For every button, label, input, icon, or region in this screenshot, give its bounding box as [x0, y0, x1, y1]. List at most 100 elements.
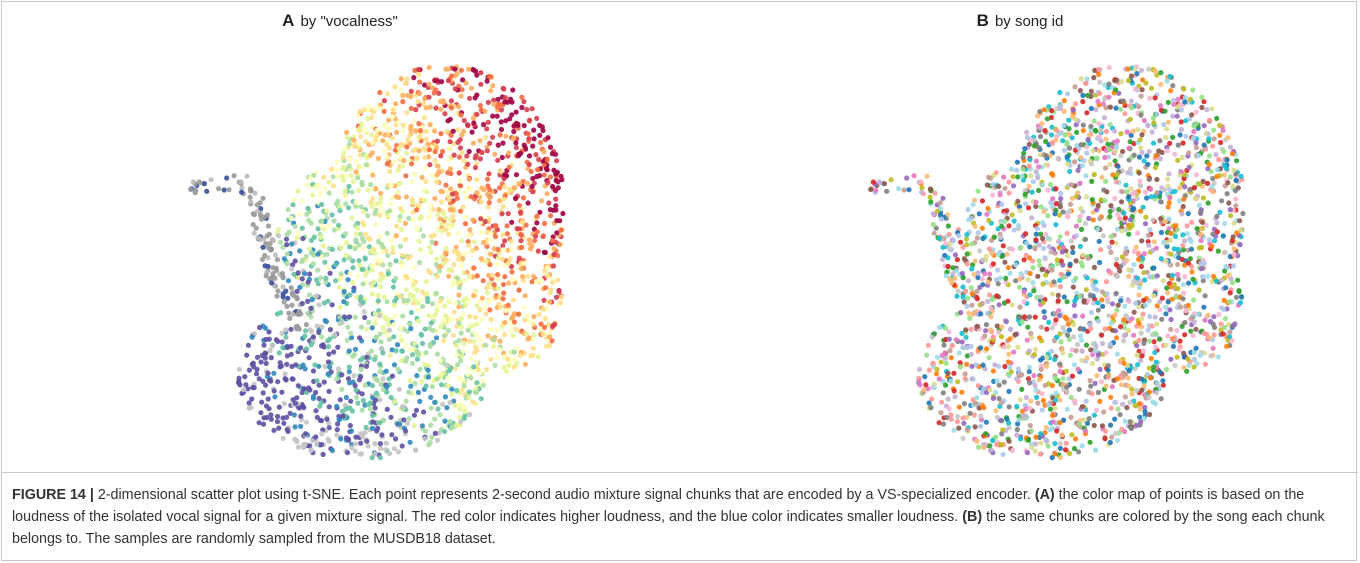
scatter-dot [508, 246, 515, 252]
scatter-dot [1114, 437, 1120, 443]
scatter-dot [427, 439, 433, 446]
scatter-dot [284, 303, 290, 309]
scatter-dot [1122, 111, 1128, 117]
scatter-dot [341, 257, 347, 263]
scatter-dot [399, 348, 405, 354]
scatter-dot [1048, 182, 1054, 188]
scatter-dot [381, 417, 387, 423]
scatter-dot [1224, 343, 1230, 349]
scatter-dot [960, 435, 966, 441]
scatter-dot [354, 294, 360, 300]
scatter-dot [326, 438, 332, 444]
scatter-dot [295, 270, 301, 276]
scatter-dot [1070, 244, 1076, 251]
scatter-dot [392, 313, 398, 319]
scatter-dot [434, 256, 440, 262]
scatter-dot [1067, 201, 1074, 207]
scatter-dot [1103, 383, 1109, 389]
scatter-dot [448, 73, 455, 79]
scatter-dot [985, 279, 991, 285]
scatter-dot [294, 323, 301, 329]
scatter-dot [499, 256, 505, 262]
scatter-dot [484, 290, 491, 296]
scatter-dot [500, 243, 506, 249]
scatter-dot [363, 231, 369, 237]
scatter-dot [1097, 398, 1103, 404]
scatter-dot [1204, 180, 1211, 186]
scatter-dot [989, 250, 995, 256]
scatter-dot [290, 376, 296, 382]
scatter-dot [1088, 347, 1094, 353]
scatter-dot [1200, 278, 1206, 284]
scatter-dot [1167, 237, 1173, 243]
scatter-dot [986, 217, 992, 223]
scatter-dot [1131, 152, 1137, 158]
scatter-dot [556, 288, 562, 295]
scatter-dot [1142, 221, 1149, 227]
scatter-dot [896, 186, 902, 192]
scatter-dot [279, 270, 285, 277]
scatter-dot [1050, 172, 1056, 178]
scatter-dot [558, 173, 564, 179]
scatter-dot [1154, 321, 1160, 327]
scatter-dot [405, 297, 411, 303]
scatter-dot [1206, 153, 1213, 159]
scatter-dot [322, 259, 328, 265]
scatter-dot [1004, 251, 1010, 257]
scatter-dot [432, 78, 438, 84]
scatter-dot [1069, 432, 1075, 438]
scatter-dot [1205, 312, 1211, 318]
scatter-dot [1073, 223, 1080, 229]
scatter-dot [422, 428, 429, 434]
scatter-dot [1109, 301, 1116, 307]
scatter-dot [411, 118, 417, 124]
scatter-dot [1211, 314, 1217, 320]
scatter-dot [402, 220, 408, 226]
scatter-dot [389, 347, 395, 353]
scatter-dot [1148, 85, 1155, 91]
scatter-dot [466, 148, 472, 155]
scatter-dot [1044, 326, 1050, 332]
scatter-dot [299, 389, 305, 396]
scatter-dot [483, 304, 489, 310]
scatter-dot [1035, 175, 1041, 181]
scatter-dot [1237, 300, 1244, 306]
scatter-dot [266, 406, 272, 412]
scatter-dot [373, 222, 379, 228]
scatter-dot [1139, 387, 1145, 393]
scatter-dot [521, 123, 527, 129]
scatter-dot [385, 212, 391, 219]
scatter-dot [1017, 397, 1023, 403]
scatter-dot [479, 316, 485, 322]
scatter-dot [1058, 190, 1064, 196]
scatter-dot [332, 331, 338, 338]
scatter-dot [1089, 360, 1096, 367]
scatter-dot [400, 252, 406, 258]
caption-part: the color map of points is based on the … [12, 487, 1305, 525]
scatter-dot [518, 209, 524, 215]
scatter-dot [1211, 127, 1217, 133]
scatter-dot [336, 222, 342, 228]
scatter-dot [1040, 235, 1046, 242]
scatter-dot [1053, 397, 1059, 403]
scatter-dot [372, 405, 378, 411]
scatter-dot [1167, 140, 1173, 146]
scatter-dot [1150, 367, 1157, 374]
scatter-dot [1178, 119, 1184, 125]
scatter-dot [1103, 105, 1109, 111]
scatter-dot [1139, 149, 1145, 155]
scatter-dot [399, 337, 405, 343]
scatter-dot [369, 455, 375, 461]
scatter-dot [458, 263, 464, 270]
scatter-dot [498, 107, 505, 113]
scatter-dot [1235, 277, 1241, 283]
scatter-dot [1129, 207, 1136, 213]
scatter-dot [285, 295, 291, 301]
scatter-dot [1108, 394, 1114, 400]
scatter-dot [1055, 238, 1062, 245]
scatter-dot [416, 66, 422, 73]
scatter-dot [1143, 214, 1149, 220]
scatter-dot [1125, 375, 1131, 381]
scatter-dot [370, 419, 376, 425]
scatter-dot [258, 216, 265, 222]
